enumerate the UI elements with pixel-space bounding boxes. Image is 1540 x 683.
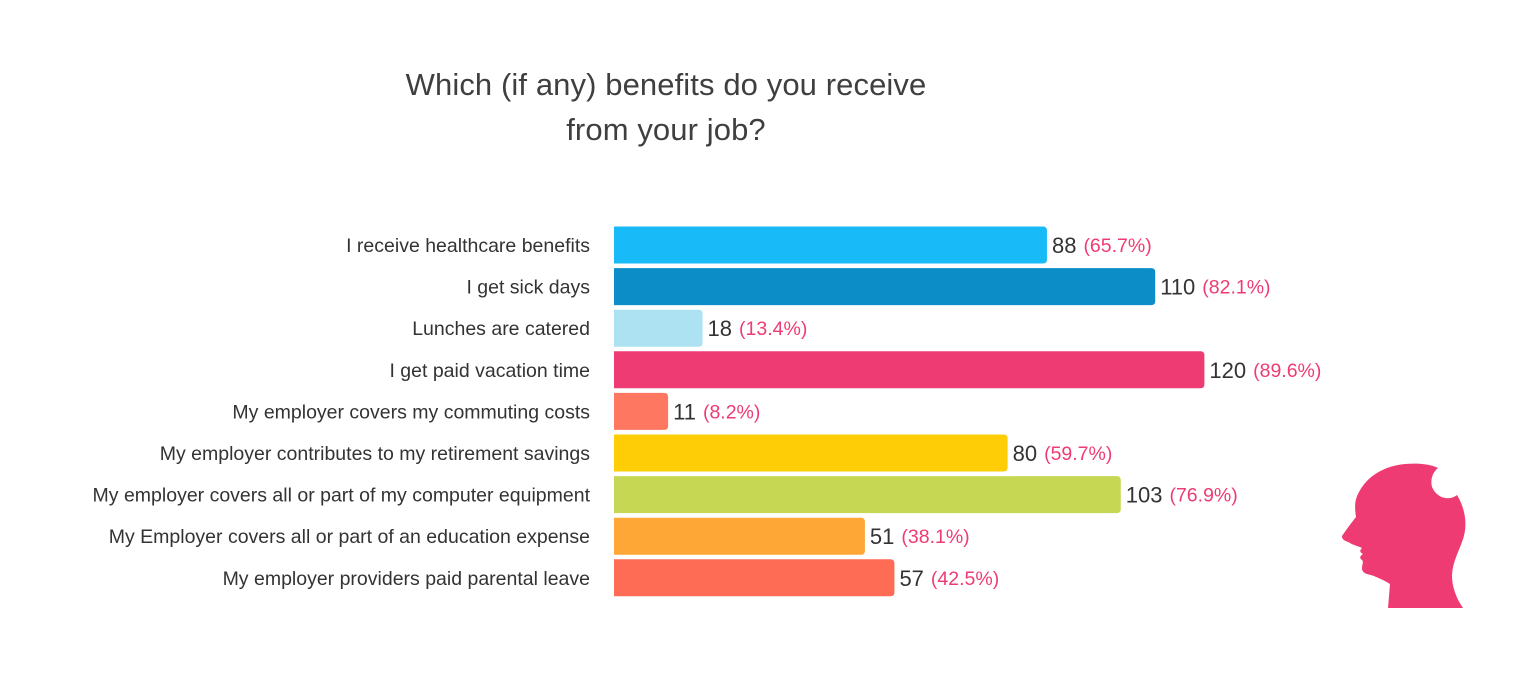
bar-percent-label: (82.1%) — [1202, 277, 1270, 299]
bar — [614, 226, 1047, 264]
bar-percent-label: (76.9%) — [1169, 485, 1237, 507]
bar-value-label: 51 — [870, 524, 894, 549]
head-silhouette-shape — [1342, 463, 1466, 608]
bar-value-label: 80 — [1013, 441, 1037, 466]
bar-percent-label: (8.2%) — [703, 401, 760, 423]
bar-percent-label: (65.7%) — [1083, 235, 1151, 257]
category-label: Lunches are catered — [412, 318, 590, 340]
chart-title: Which (if any) benefits do you receive f… — [366, 62, 966, 152]
bar-percent-label: (59.7%) — [1044, 443, 1112, 465]
category-label: I get sick days — [466, 277, 590, 299]
bar-percent-label: (42.5%) — [931, 568, 999, 590]
bar-value-label: 11 — [673, 399, 696, 424]
chart-title-line-2: from your job? — [566, 112, 766, 147]
bar-value-label: 57 — [899, 566, 923, 591]
category-label: My employer providers paid parental leav… — [223, 568, 590, 590]
head-silhouette-icon — [1342, 463, 1466, 608]
bar — [614, 351, 1205, 389]
bar-value-label: 18 — [708, 316, 732, 341]
bar — [614, 268, 1156, 306]
bar — [614, 434, 1008, 472]
bar-value-label: 103 — [1126, 483, 1163, 508]
bar-value-label: 88 — [1052, 233, 1076, 258]
category-label: My employer covers my commuting costs — [232, 401, 590, 423]
bar — [614, 476, 1121, 514]
bar-percent-label: (38.1%) — [901, 526, 969, 548]
chart-title-line-1: Which (if any) benefits do you receive — [405, 67, 927, 102]
bar-value-label: 120 — [1209, 358, 1246, 383]
category-label: My employer contributes to my retirement… — [160, 443, 590, 465]
category-label: I get paid vacation time — [389, 360, 590, 382]
bar — [614, 309, 703, 347]
bar-percent-label: (13.4%) — [739, 318, 807, 340]
category-label: My employer covers all or part of my com… — [93, 485, 591, 507]
bar-percent-label: (89.6%) — [1253, 360, 1321, 382]
category-label: I receive healthcare benefits — [346, 235, 590, 257]
bar — [614, 559, 895, 597]
bar — [614, 517, 865, 555]
category-label: My Employer covers all or part of an edu… — [109, 526, 590, 548]
bar — [614, 392, 669, 430]
bar-value-label: 110 — [1160, 275, 1195, 300]
